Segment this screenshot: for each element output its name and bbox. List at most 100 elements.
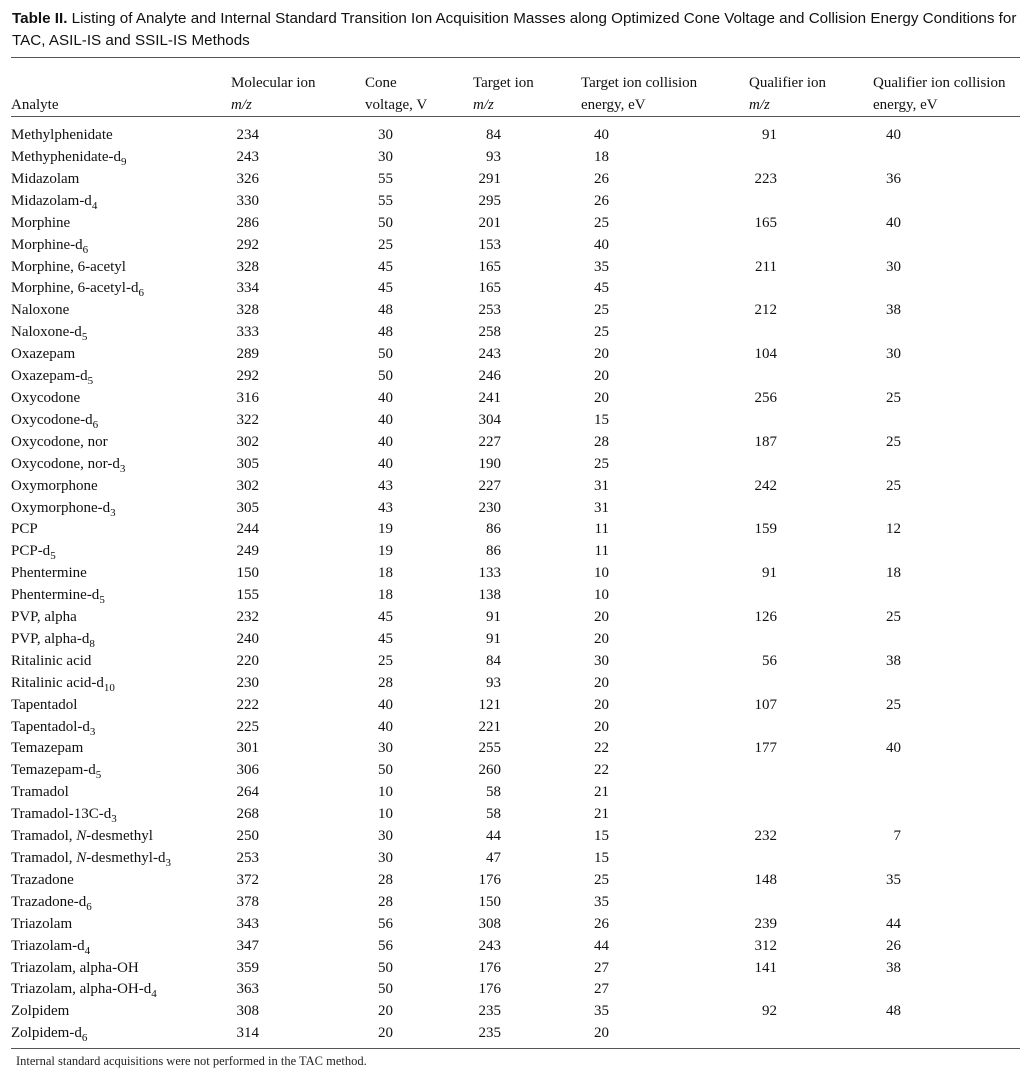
analyte-name: Methylphenidate xyxy=(11,127,113,144)
table-row: Zolpidem-d6 314 20 235 20 xyxy=(11,1023,1021,1045)
qualifier-collision-energy-cell: 12 xyxy=(886,521,901,538)
analyte-name: Phentermine-d5 xyxy=(11,587,105,607)
qualifier-ion-cell xyxy=(749,235,873,257)
header-rule xyxy=(11,116,1020,117)
analyte-name: PCP-d5 xyxy=(11,543,56,563)
table-row: Oxycodone, nor-d3 305 40 190 25 xyxy=(11,454,1021,476)
molecular-ion-cell: 234 xyxy=(236,127,260,144)
cone-voltage-cell: 50 xyxy=(378,214,393,231)
cone-voltage-cell: 43 xyxy=(378,477,393,494)
analyte-name: Triazolam xyxy=(11,915,73,932)
analyte-name: Morphine-d6 xyxy=(11,236,89,256)
molecular-ion-cell: 305 xyxy=(236,499,260,516)
qualifier-collision-energy-cell xyxy=(873,760,1021,782)
cone-voltage-cell: 30 xyxy=(378,127,393,144)
target-ion-cell: 230 xyxy=(478,499,502,516)
table-row: Ritalinic acid-d10 230 28 93 20 xyxy=(11,673,1021,695)
target-collision-energy-cell: 20 xyxy=(594,609,609,626)
qualifier-collision-energy-cell xyxy=(873,278,1021,300)
cone-voltage-cell: 48 xyxy=(378,302,393,319)
cone-voltage-cell: 30 xyxy=(378,828,393,845)
molecular-ion-cell: 240 xyxy=(236,630,260,647)
cone-voltage-cell: 10 xyxy=(378,806,393,823)
target-ion-cell: 58 xyxy=(486,784,501,801)
target-ion-cell: 253 xyxy=(478,302,502,319)
qualifier-collision-energy-cell xyxy=(873,629,1021,651)
target-collision-energy-cell: 20 xyxy=(594,718,609,735)
qualifier-collision-energy-cell xyxy=(873,191,1021,213)
target-collision-energy-cell: 15 xyxy=(594,850,609,866)
target-ion-cell: 93 xyxy=(486,674,501,691)
molecular-ion-cell: 243 xyxy=(236,149,260,165)
analyte-name: Zolpidem-d6 xyxy=(11,1025,88,1045)
analyte-name: Oxycodone, nor xyxy=(11,433,108,450)
analyte-name: Naloxone-d5 xyxy=(11,324,88,344)
target-collision-energy-cell: 25 xyxy=(594,324,609,341)
target-collision-energy-cell: 21 xyxy=(594,784,609,801)
analyte-name: Triazolam-d4 xyxy=(11,937,91,957)
analyte-name: Oxazepam-d5 xyxy=(11,368,94,388)
target-ion-cell: 176 xyxy=(478,981,502,998)
target-ion-cell: 291 xyxy=(478,170,502,187)
cone-voltage-cell: 18 xyxy=(378,587,393,604)
target-ion-cell: 304 xyxy=(478,411,502,428)
cone-voltage-cell: 20 xyxy=(378,1025,393,1042)
target-collision-energy-cell: 30 xyxy=(594,652,609,669)
qualifier-ion-cell xyxy=(749,782,873,804)
analyte-name: Triazolam, alpha-OH-d4 xyxy=(11,981,157,1001)
qualifier-ion-cell: 256 xyxy=(754,389,778,406)
column-header: Analyte xyxy=(11,97,59,113)
target-collision-energy-cell: 25 xyxy=(594,871,609,888)
qualifier-collision-energy-cell xyxy=(873,454,1021,476)
qualifier-ion-cell: 312 xyxy=(754,937,778,954)
qualifier-ion-cell xyxy=(749,498,873,520)
cone-voltage-cell: 40 xyxy=(378,411,393,428)
table-row: Tapentadol 222 40 121 20 107 25 xyxy=(11,695,1021,717)
cone-voltage-cell: 25 xyxy=(378,236,393,253)
molecular-ion-cell: 333 xyxy=(236,324,260,341)
target-collision-energy-cell: 31 xyxy=(594,477,609,494)
analyte-name: Temazepam-d5 xyxy=(11,762,102,782)
target-collision-energy-cell: 25 xyxy=(594,302,609,319)
target-collision-energy-cell: 20 xyxy=(594,346,609,363)
table-footnote: Internal standard acquisitions were not … xyxy=(16,1054,367,1068)
table-row: Morphine, 6-acetyl-d6 334 45 165 45 xyxy=(11,278,1021,300)
cone-voltage-cell: 50 xyxy=(378,981,393,998)
table-row: Morphine 286 50 201 25 165 40 xyxy=(11,213,1021,235)
analyte-name: Methyphenidate-d9 xyxy=(11,149,127,168)
target-ion-cell: 176 xyxy=(478,959,502,976)
table-row: Oxycodone 316 40 241 20 256 25 xyxy=(11,388,1021,410)
qualifier-ion-cell xyxy=(749,804,873,826)
qualifier-collision-energy-cell xyxy=(873,541,1021,563)
target-collision-energy-cell: 22 xyxy=(594,762,609,779)
analyte-name: Midazolam-d4 xyxy=(11,192,98,212)
cone-voltage-cell: 28 xyxy=(378,674,393,691)
molecular-ion-cell: 232 xyxy=(236,609,260,626)
analyte-name: Tramadol xyxy=(11,784,69,801)
analyte-name: Morphine, 6-acetyl xyxy=(11,258,126,275)
target-ion-cell: 133 xyxy=(478,565,502,582)
molecular-ion-cell: 326 xyxy=(236,170,260,187)
analyte-name: Naloxone xyxy=(11,302,70,319)
cone-voltage-cell: 19 xyxy=(378,543,393,560)
qualifier-collision-energy-cell: 48 xyxy=(886,1003,901,1020)
qualifier-ion-cell: 211 xyxy=(755,258,777,275)
qualifier-collision-energy-cell: 38 xyxy=(886,302,901,319)
target-ion-cell: 246 xyxy=(478,368,502,385)
qualifier-ion-cell: 177 xyxy=(754,740,778,757)
target-ion-cell: 138 xyxy=(478,587,502,604)
molecular-ion-cell: 292 xyxy=(236,236,260,253)
qualifier-ion-cell: 165 xyxy=(754,214,778,231)
bottom-rule xyxy=(11,1048,1020,1049)
analyte-name: Ritalinic acid-d10 xyxy=(11,674,115,694)
qualifier-ion-cell: 187 xyxy=(754,433,778,450)
qualifier-collision-energy-cell xyxy=(873,410,1021,432)
molecular-ion-cell: 249 xyxy=(236,543,260,560)
table-row: Triazolam 343 56 308 26 239 44 xyxy=(11,914,1021,936)
molecular-ion-cell: 372 xyxy=(236,871,260,888)
qualifier-collision-energy-cell: 38 xyxy=(886,652,901,669)
target-collision-energy-cell: 15 xyxy=(594,411,609,428)
table-row: Midazolam-d4 330 55 295 26 xyxy=(11,191,1021,213)
table-caption: Table II. Listing of Analyte and Interna… xyxy=(12,8,1022,52)
qualifier-collision-energy-cell: 26 xyxy=(886,937,901,954)
